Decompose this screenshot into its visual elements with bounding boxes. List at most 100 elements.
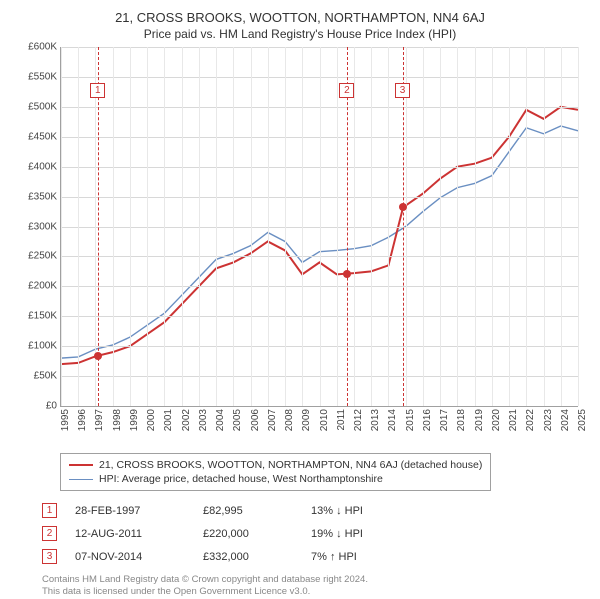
x-tick-label: 2016 <box>422 409 433 431</box>
sale-marker-dot <box>343 270 351 278</box>
gridline-v <box>78 47 79 406</box>
attribution-text: Contains HM Land Registry data © Crown c… <box>42 574 588 599</box>
sale-row-delta: 7% ↑ HPI <box>311 551 431 563</box>
gridline-v <box>61 47 62 406</box>
chart-container: 21, CROSS BROOKS, WOOTTON, NORTHAMPTON, … <box>0 0 600 590</box>
x-tick-label: 1996 <box>77 409 88 431</box>
sale-row-num: 2 <box>42 526 57 541</box>
sale-row-price: £220,000 <box>203 528 293 540</box>
gridline-v <box>388 47 389 406</box>
sale-row-num: 1 <box>42 503 57 518</box>
gridline-v <box>457 47 458 406</box>
x-tick-label: 2013 <box>370 409 381 431</box>
sale-marker-dot <box>399 203 407 211</box>
x-tick-label: 2009 <box>301 409 312 431</box>
x-tick-label: 2022 <box>525 409 536 431</box>
x-axis-labels: 1995199619971998199920002001200220032004… <box>60 407 578 445</box>
x-tick-label: 2023 <box>543 409 554 431</box>
x-tick-label: 2011 <box>336 409 347 431</box>
x-tick-label: 2005 <box>232 409 243 431</box>
gridline-v <box>302 47 303 406</box>
y-tick-label: £400K <box>15 161 57 172</box>
chart-plot-area: £0£50K£100K£150K£200K£250K£300K£350K£400… <box>60 47 578 407</box>
chart-subtitle: Price paid vs. HM Land Registry's House … <box>12 27 588 41</box>
sale-row-date: 07-NOV-2014 <box>75 551 185 563</box>
y-tick-label: £600K <box>15 42 57 53</box>
x-tick-label: 2003 <box>198 409 209 431</box>
legend-swatch <box>69 479 93 480</box>
y-tick-label: £100K <box>15 341 57 352</box>
gridline-v <box>526 47 527 406</box>
sales-row: 212-AUG-2011£220,00019% ↓ HPI <box>42 522 588 545</box>
y-tick-label: £300K <box>15 221 57 232</box>
gridline-v <box>268 47 269 406</box>
legend-swatch <box>69 464 93 466</box>
sales-row: 3 07-NOV-2014 £332,000 7% ↑ HPI <box>42 545 588 568</box>
x-tick-label: 1995 <box>60 409 71 431</box>
x-tick-label: 2004 <box>215 409 226 431</box>
sale-row-date: 12-AUG-2011 <box>75 528 185 540</box>
y-tick-label: £0 <box>15 401 57 412</box>
sales-row: 128-FEB-1997£82,99513% ↓ HPI <box>42 499 588 522</box>
gridline-v <box>492 47 493 406</box>
gridline-v <box>199 47 200 406</box>
sales-table: 128-FEB-1997£82,99513% ↓ HPI212-AUG-2011… <box>42 499 588 568</box>
x-tick-label: 2008 <box>284 409 295 431</box>
x-tick-label: 2001 <box>163 409 174 431</box>
gridline-v <box>440 47 441 406</box>
y-tick-label: £150K <box>15 311 57 322</box>
x-tick-label: 2010 <box>319 409 330 431</box>
x-tick-label: 2025 <box>577 409 588 431</box>
y-tick-label: £50K <box>15 371 57 382</box>
legend-box: 21, CROSS BROOKS, WOOTTON, NORTHAMPTON, … <box>60 453 491 491</box>
sale-vline <box>347 47 348 406</box>
gridline-v <box>423 47 424 406</box>
attribution-line-1: Contains HM Land Registry data © Crown c… <box>42 574 588 586</box>
x-tick-label: 2000 <box>146 409 157 431</box>
x-tick-label: 2007 <box>267 409 278 431</box>
gridline-v <box>475 47 476 406</box>
gridline-v <box>337 47 338 406</box>
sale-row-num: 3 <box>42 549 57 564</box>
x-tick-label: 2018 <box>456 409 467 431</box>
x-tick-label: 2002 <box>181 409 192 431</box>
gridline-v <box>164 47 165 406</box>
gridline-v <box>544 47 545 406</box>
sale-row-price: £332,000 <box>203 551 293 563</box>
gridline-v <box>113 47 114 406</box>
legend-label: 21, CROSS BROOKS, WOOTTON, NORTHAMPTON, … <box>99 459 482 471</box>
sale-marker-dot <box>94 352 102 360</box>
sale-row-price: £82,995 <box>203 505 293 517</box>
x-tick-label: 2017 <box>439 409 450 431</box>
gridline-v <box>354 47 355 406</box>
x-tick-label: 2006 <box>250 409 261 431</box>
gridline-v <box>251 47 252 406</box>
y-tick-label: £550K <box>15 71 57 82</box>
y-tick-label: £200K <box>15 281 57 292</box>
gridline-v <box>182 47 183 406</box>
gridline-v <box>130 47 131 406</box>
y-tick-label: £350K <box>15 191 57 202</box>
legend-label: HPI: Average price, detached house, West… <box>99 473 383 485</box>
gridline-v <box>147 47 148 406</box>
x-tick-label: 2021 <box>508 409 519 431</box>
gridline-v <box>320 47 321 406</box>
x-tick-label: 2024 <box>560 409 571 431</box>
x-tick-label: 2014 <box>387 409 398 431</box>
sale-marker-box: 3 <box>395 83 410 98</box>
y-tick-label: £500K <box>15 101 57 112</box>
attribution-line-2: This data is licensed under the Open Gov… <box>42 586 588 598</box>
x-tick-label: 2015 <box>405 409 416 431</box>
sale-marker-box: 2 <box>339 83 354 98</box>
gridline-v <box>371 47 372 406</box>
gridline-v <box>216 47 217 406</box>
legend-row: HPI: Average price, detached house, West… <box>69 472 482 486</box>
gridline-v <box>509 47 510 406</box>
gridline-v <box>578 47 579 406</box>
x-tick-label: 1999 <box>129 409 140 431</box>
x-tick-label: 2019 <box>474 409 485 431</box>
chart-title: 21, CROSS BROOKS, WOOTTON, NORTHAMPTON, … <box>12 10 588 25</box>
sale-vline <box>403 47 404 406</box>
x-tick-label: 1997 <box>94 409 105 431</box>
x-tick-label: 2020 <box>491 409 502 431</box>
